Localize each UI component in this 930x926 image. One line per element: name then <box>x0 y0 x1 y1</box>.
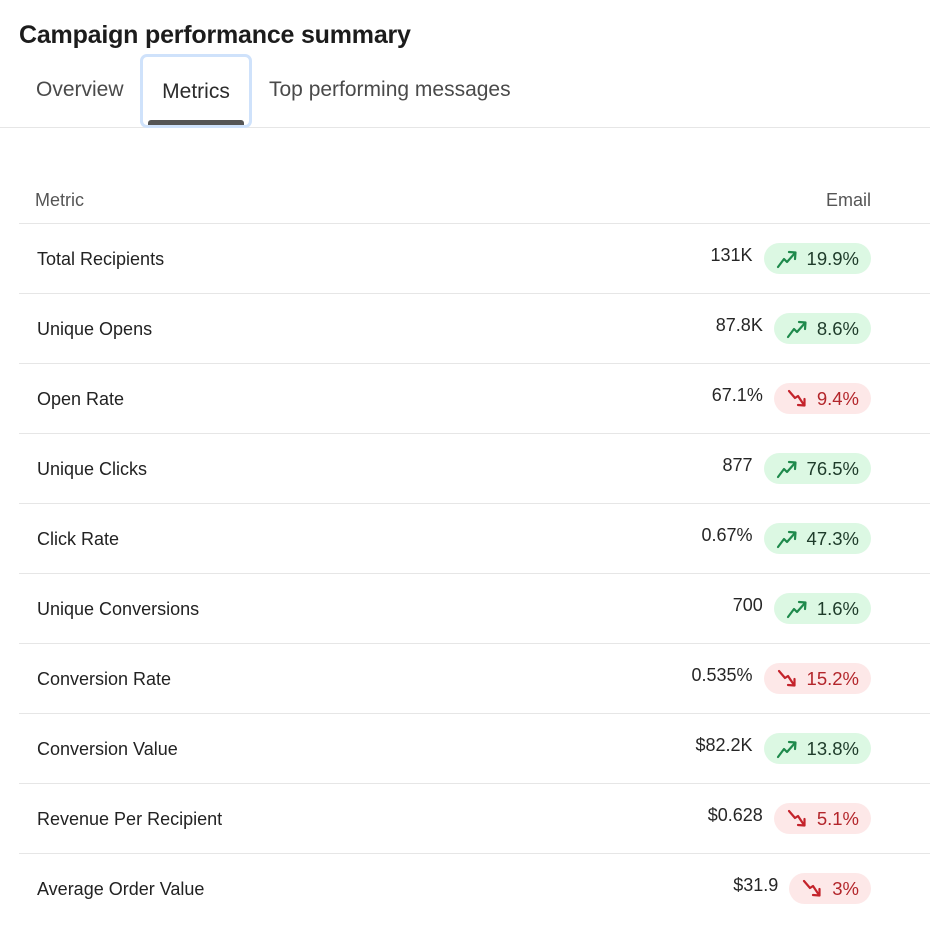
metric-value-cell: 131K 19.9% <box>710 243 871 274</box>
tab-metrics-label: Metrics <box>162 80 230 103</box>
metric-name: Average Order Value <box>37 879 205 899</box>
table-row-total-recipients: Total Recipients 131K 19.9% <box>19 224 930 294</box>
change-percent: 9.4% <box>816 387 859 409</box>
trending-down-icon <box>786 389 817 409</box>
table-row-click-rate: Click Rate 0.67% 47.3% <box>19 504 930 574</box>
change-badge: 19.9% <box>763 243 871 274</box>
table-body: Total Recipients 131K 19.9% Unique Opens… <box>19 224 930 923</box>
trending-up-icon <box>786 319 817 339</box>
metric-value-cell: 0.67% 47.3% <box>701 523 871 554</box>
table-row-average-order-value: Average Order Value $31.9 3% <box>19 854 930 923</box>
metric-name: Total Recipients <box>37 249 165 269</box>
table-row-open-rate: Open Rate 67.1% 9.4% <box>19 364 930 434</box>
change-percent: 1.6% <box>816 597 859 619</box>
column-header-email: Email <box>825 190 871 210</box>
table-row-unique-clicks: Unique Clicks 877 76.5% <box>19 434 930 504</box>
metric-name: Click Rate <box>37 529 120 549</box>
trending-down-icon <box>801 879 832 899</box>
metric-name: Conversion Rate <box>37 669 172 689</box>
metric-value-cell: $31.9 3% <box>733 873 871 904</box>
trending-up-icon <box>776 529 807 549</box>
active-tab-indicator <box>148 120 244 125</box>
table-row-conversion-rate: Conversion Rate 0.535% 15.2% <box>19 644 930 714</box>
metric-name: Unique Clicks <box>37 459 148 479</box>
change-badge: 47.3% <box>763 523 871 554</box>
metric-name: Unique Conversions <box>37 599 200 619</box>
change-percent: 8.6% <box>816 317 859 339</box>
metric-name: Conversion Value <box>37 739 178 759</box>
trending-up-icon <box>786 599 817 619</box>
metric-value-cell: 0.535% 15.2% <box>691 663 871 694</box>
change-badge: 1.6% <box>773 593 871 624</box>
tab-overview[interactable]: Overview <box>36 78 124 101</box>
change-badge: 9.4% <box>773 383 871 414</box>
change-badge: 5.1% <box>773 803 871 834</box>
change-percent: 15.2% <box>806 667 859 689</box>
trending-up-icon <box>776 739 807 759</box>
change-percent: 3% <box>832 877 859 899</box>
table-header: Metric Email <box>19 178 930 224</box>
metric-value: 700 <box>732 595 763 615</box>
table-row-revenue-per-recipient: Revenue Per Recipient $0.628 5.1% <box>19 784 930 854</box>
change-badge: 15.2% <box>763 663 871 694</box>
page-title: Campaign performance summary <box>19 21 411 49</box>
metric-value-cell: 700 1.6% <box>733 593 871 624</box>
table-row-unique-opens: Unique Opens 87.8K 8.6% <box>19 294 930 364</box>
metric-name: Open Rate <box>37 389 125 409</box>
change-badge: 3% <box>789 873 871 904</box>
change-percent: 19.9% <box>806 247 859 269</box>
change-percent: 13.8% <box>806 737 859 759</box>
table-row-conversion-value: Conversion Value $82.2K 13.8% <box>19 714 930 784</box>
table-row-unique-conversions: Unique Conversions 700 1.6% <box>19 574 930 644</box>
metric-value-cell: 87.8K 8.6% <box>716 313 871 344</box>
tab-metrics[interactable]: Metrics <box>140 54 252 128</box>
trending-down-icon <box>776 669 807 689</box>
change-percent: 5.1% <box>816 807 859 829</box>
trending-up-icon <box>776 459 807 479</box>
metric-value: $31.9 <box>733 875 779 895</box>
change-badge: 8.6% <box>773 313 871 344</box>
column-header-metric: Metric <box>35 190 84 210</box>
metric-value: 87.8K <box>715 315 763 335</box>
metric-value: 131K <box>710 245 753 265</box>
tab-top-performing-messages[interactable]: Top performing messages <box>269 78 511 101</box>
metric-value-cell: $82.2K 13.8% <box>695 733 871 764</box>
metric-value: 0.67% <box>701 525 753 545</box>
change-percent: 76.5% <box>806 457 859 479</box>
metric-name: Revenue Per Recipient <box>37 809 223 829</box>
metric-value: 0.535% <box>691 665 753 685</box>
metric-value-cell: $0.628 5.1% <box>708 803 871 834</box>
trending-up-icon <box>776 249 807 269</box>
metric-value: $82.2K <box>695 735 753 755</box>
change-badge: 13.8% <box>763 733 871 764</box>
change-percent: 47.3% <box>806 527 859 549</box>
metric-value: $0.628 <box>707 805 763 825</box>
change-badge: 76.5% <box>763 453 871 484</box>
metric-value: 67.1% <box>711 385 763 405</box>
tab-bar: Overview Metrics Top performing messages <box>0 52 930 128</box>
metric-name: Unique Opens <box>37 319 153 339</box>
trending-down-icon <box>786 809 817 829</box>
metrics-table: Metric Email Total Recipients 131K 19.9%… <box>19 178 930 923</box>
metric-value-cell: 67.1% 9.4% <box>712 383 871 414</box>
metric-value: 877 <box>722 455 753 475</box>
metric-value-cell: 877 76.5% <box>722 453 871 484</box>
